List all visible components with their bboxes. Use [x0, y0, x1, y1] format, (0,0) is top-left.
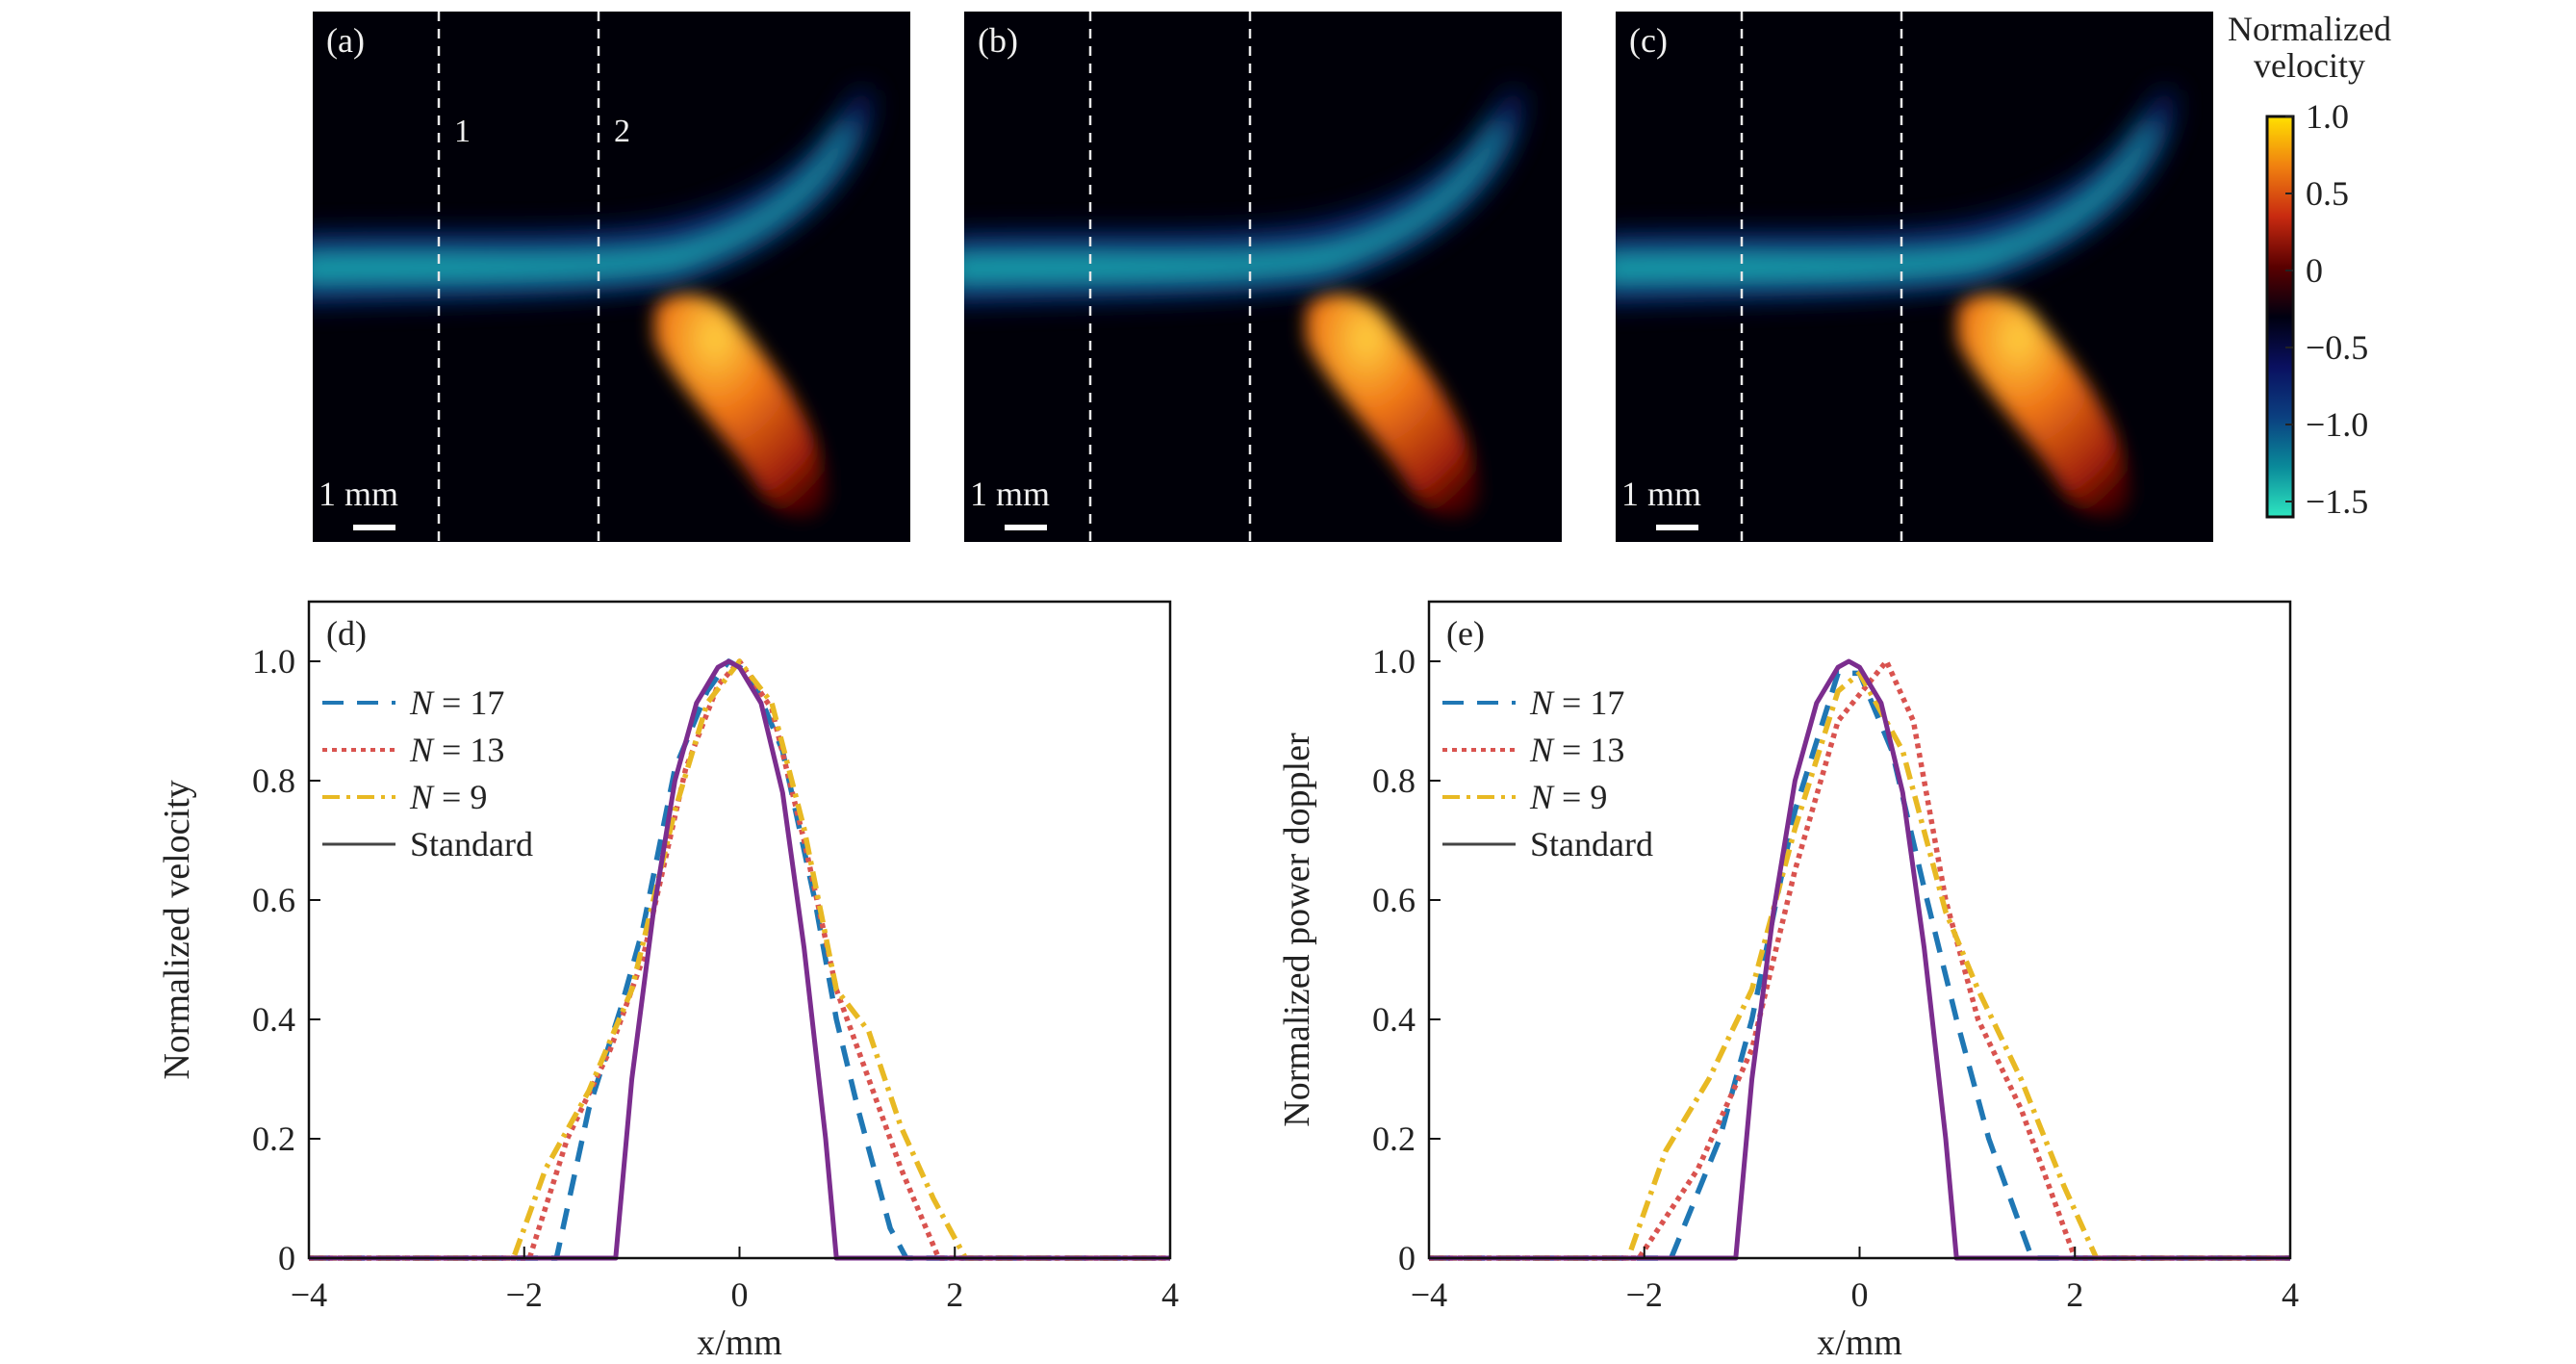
x-tick-label: 0: [1851, 1275, 1869, 1314]
line-label: 1: [454, 114, 471, 149]
legend-label-value: = 17: [433, 683, 504, 722]
colorbar-title: Normalized: [2228, 10, 2391, 48]
colorbar-tick-label: 0.5: [2306, 174, 2349, 213]
legend-label-var: N: [409, 731, 435, 769]
y-tick-label: 0.2: [1372, 1120, 1416, 1158]
y-tick-label: 0.2: [252, 1120, 295, 1158]
panel-label: (b): [978, 21, 1018, 60]
x-tick-label: 4: [2282, 1275, 2299, 1314]
y-tick-label: 1.0: [1372, 642, 1416, 681]
legend-label: N = 13: [409, 731, 504, 769]
x-tick-label: −2: [1626, 1275, 1663, 1314]
panel-label: (e): [1446, 614, 1485, 653]
panel-label: (c): [1629, 21, 1668, 60]
image-panel: (b) 1 mm: [964, 12, 1562, 542]
legend-label: N = 9: [1529, 778, 1607, 816]
x-tick-label: 2: [2066, 1275, 2083, 1314]
scale-bar: [1005, 525, 1047, 530]
y-tick-label: 0.6: [252, 881, 295, 919]
branch-vessel: [654, 294, 828, 518]
scale-bar: [353, 525, 395, 530]
colorbar-tick-label: −1.0: [2306, 405, 2368, 444]
colorbar-gradient: [2265, 115, 2295, 519]
legend-label-var: N: [1529, 683, 1555, 722]
legend-label: N = 13: [1529, 731, 1624, 769]
legend-label-value: = 13: [433, 731, 504, 769]
legend-label-value: = 17: [1553, 683, 1624, 722]
series-line: [1429, 670, 2290, 1261]
legend-label: Standard: [1530, 825, 1653, 863]
y-tick-label: 0.6: [1372, 881, 1416, 919]
legend-label: N = 17: [1529, 683, 1624, 722]
y-tick-label: 0: [278, 1239, 295, 1277]
image-content: [964, 88, 1524, 518]
image-content: [1616, 88, 2176, 518]
legend-label: Standard: [410, 825, 533, 863]
series-line: [309, 658, 1170, 1261]
x-tick-label: −4: [291, 1275, 327, 1314]
x-tick-label: 4: [1161, 1275, 1179, 1314]
x-axis-label: x/mm: [697, 1323, 782, 1363]
colorbar-tick-label: 0: [2306, 251, 2323, 290]
line-chart: −4 −2 0 2 4 0 0.2 0.4 0.6 0.8 1.0 x/mm Normalized ve…: [157, 600, 1179, 1363]
y-axis-label: Normalized power doppler: [1277, 733, 1317, 1127]
series-line: [309, 658, 1170, 1261]
legend-label-value: = 9: [433, 778, 487, 816]
colorbar-tick-label: −1.5: [2306, 482, 2368, 521]
x-tick-label: −4: [1411, 1275, 1447, 1314]
legend-label-var: N: [409, 683, 435, 722]
vessel-halo: [1616, 88, 2176, 305]
colorbar-tick-label: −0.5: [2306, 328, 2368, 367]
branch-vessel: [1306, 294, 1479, 518]
vessel-core: [313, 117, 856, 286]
line-chart: −4 −2 0 2 4 0 0.2 0.4 0.6 0.8 1.0 x/mm Normalized po…: [1277, 600, 2299, 1363]
x-axis-label: x/mm: [1817, 1323, 1902, 1363]
image-content: [313, 88, 873, 518]
y-tick-label: 0: [1398, 1239, 1416, 1277]
series-line: [1429, 658, 2290, 1261]
vessel-core: [1616, 117, 2159, 286]
image-panel: (c) 1 mm: [1616, 12, 2213, 542]
panel-label: (a): [326, 21, 365, 60]
line-label: 2: [614, 114, 630, 149]
image-panel: 1 2 (a) 1 mm: [313, 12, 910, 542]
scale-bar-label: 1 mm: [1621, 475, 1701, 513]
y-tick-label: 1.0: [252, 642, 295, 681]
vessel-core: [964, 117, 1508, 286]
legend-label: N = 17: [409, 683, 504, 722]
legend-label-var: N: [1529, 778, 1555, 816]
legend-label: N = 9: [409, 778, 487, 816]
vessel-halo: [313, 88, 873, 305]
scale-bar-label: 1 mm: [319, 475, 398, 513]
y-axis-label: Normalized velocity: [157, 780, 197, 1079]
scale-bar-label: 1 mm: [970, 475, 1050, 513]
y-tick-label: 0.8: [1372, 761, 1416, 800]
panel-label: (d): [326, 614, 367, 653]
vessel-halo: [964, 88, 1524, 305]
branch-vessel: [1957, 294, 2130, 518]
legend-label-value: = 13: [1553, 731, 1624, 769]
scale-bar: [1656, 525, 1698, 530]
legend-label-var: N: [1529, 731, 1555, 769]
colorbar-tick-label: 1.0: [2306, 97, 2349, 136]
legend-label-var: N: [409, 778, 435, 816]
y-tick-label: 0.8: [252, 761, 295, 800]
x-tick-label: 2: [946, 1275, 963, 1314]
colorbar-title: velocity: [2254, 46, 2365, 85]
y-tick-label: 0.4: [252, 1000, 295, 1039]
y-tick-label: 0.4: [1372, 1000, 1416, 1039]
x-tick-label: −2: [506, 1275, 543, 1314]
x-tick-label: 0: [731, 1275, 749, 1314]
legend-label-value: = 9: [1553, 778, 1607, 816]
